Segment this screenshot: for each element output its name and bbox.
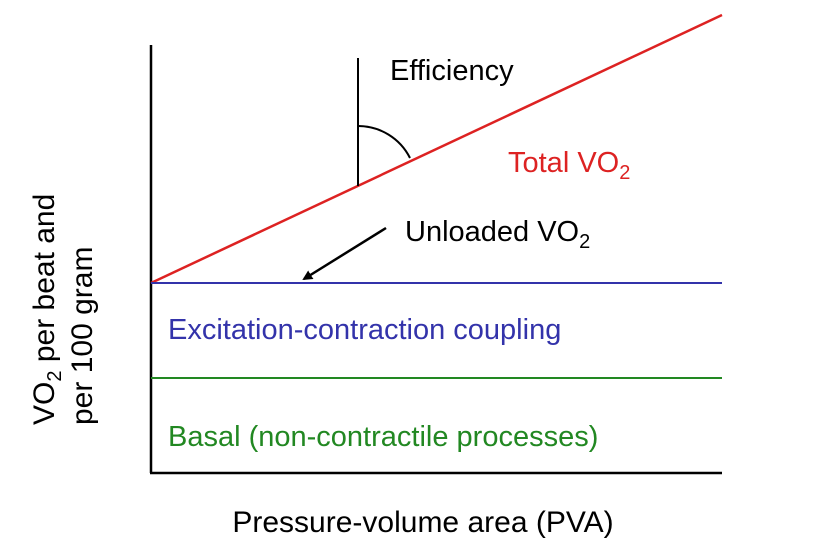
basal-label: Basal (non-contractile processes) — [168, 421, 598, 453]
unloaded-arrow — [302, 226, 387, 281]
unloaded-vo2-text: Unloaded VO — [405, 216, 579, 248]
y-axis-label-subscript: 2 — [44, 371, 66, 382]
unloaded-vo2-subscript: 2 — [579, 231, 590, 253]
y-axis-title: VO2 per beat and per 100 gram — [28, 194, 99, 425]
total-vo2-label: Total VO2 — [508, 147, 630, 184]
total-vo2-text: Total VO — [508, 147, 619, 179]
efficiency-label: Efficiency — [390, 55, 514, 87]
efficiency-angle-arc — [357, 124, 411, 159]
y-axis-label-vo: VO — [28, 382, 61, 425]
unloaded-vo2-label: Unloaded VO2 — [405, 216, 590, 253]
total-vo2-line — [150, 13, 723, 285]
y-axis-label-line1: VO2 per beat and — [28, 194, 66, 425]
y-axis-label-line2: per 100 gram — [66, 247, 99, 425]
x-axis-label: Pressure-volume area (PVA) — [232, 506, 613, 539]
y-axis-label-rest: per beat and — [28, 194, 61, 371]
total-vo2-subscript: 2 — [619, 162, 630, 184]
ec-coupling-label: Excitation-contraction coupling — [168, 314, 561, 346]
